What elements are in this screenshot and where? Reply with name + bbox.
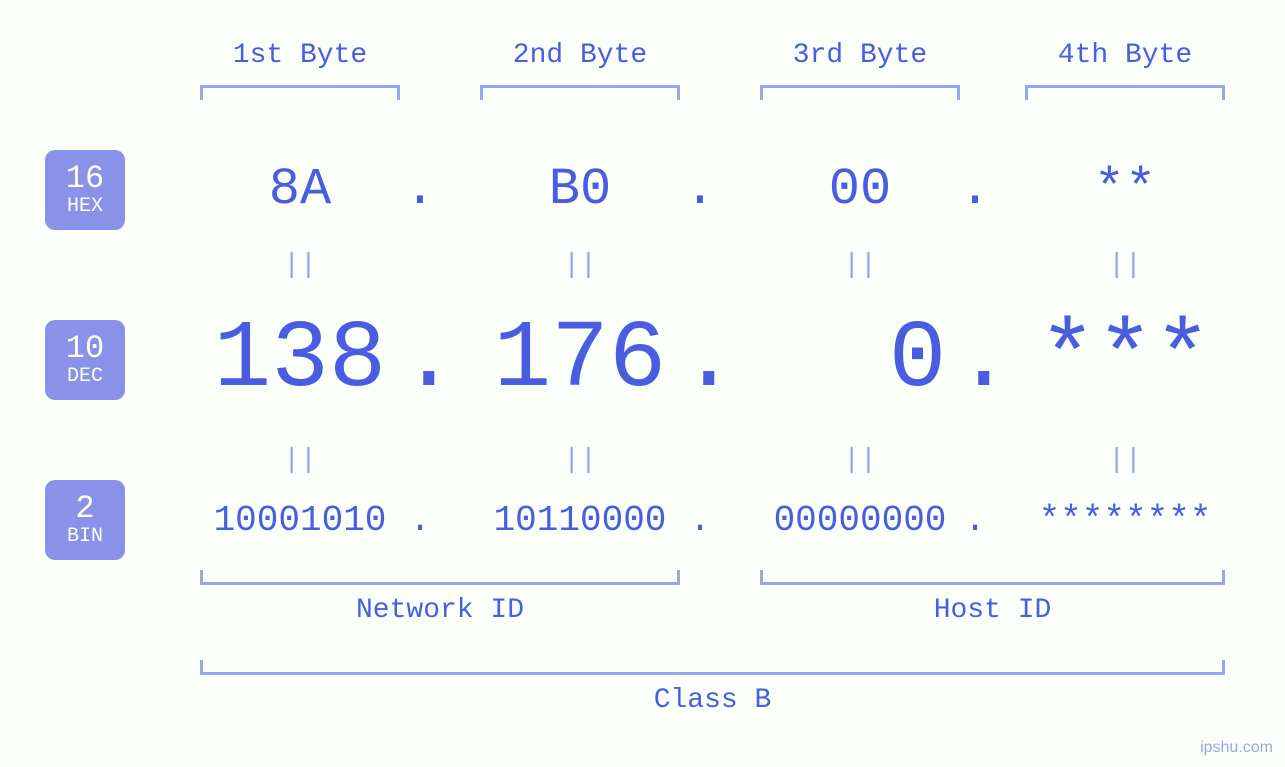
watermark: ipshu.com [1200,739,1273,757]
equals-sign: || [1105,445,1145,476]
hex-byte-3: 00 [750,160,970,219]
hex-sep-3: . [955,160,995,219]
dec-byte-3: 0 [730,305,990,414]
base-badge-label: HEX [67,197,103,217]
byte-bracket-top-1 [200,85,400,100]
base-badge-num: 2 [75,493,94,525]
bin-byte-1: 10001010 [170,500,430,541]
bracket-host-id [760,570,1225,585]
equals-sign: || [280,445,320,476]
equals-sign: || [560,250,600,281]
bracket-network-id [200,570,680,585]
dec-byte-1: 138 [170,305,430,414]
byte-bracket-top-3 [760,85,960,100]
hex-byte-4: ** [1015,160,1235,219]
bin-sep-2: . [680,500,720,541]
label-class-b: Class B [200,685,1225,716]
hex-sep-1: . [400,160,440,219]
equals-sign: || [1105,250,1145,281]
byte-bracket-top-4 [1025,85,1225,100]
dec-sep-1: . [400,305,440,414]
base-badge-num: 10 [66,333,104,365]
base-badge-label: DEC [67,367,103,387]
dec-byte-2: 176 [450,305,710,414]
equals-sign: || [280,250,320,281]
equals-sign: || [840,445,880,476]
bin-byte-3: 00000000 [730,500,990,541]
base-badge-dec: 10DEC [45,320,125,400]
dec-sep-2: . [680,305,720,414]
base-badge-num: 16 [66,163,104,195]
dec-byte-4: *** [995,305,1255,414]
byte-header-3: 3rd Byte [750,40,970,71]
hex-byte-1: 8A [190,160,410,219]
hex-byte-2: B0 [470,160,690,219]
equals-sign: || [560,445,600,476]
byte-header-1: 1st Byte [190,40,410,71]
bin-sep-3: . [955,500,995,541]
ip-diagram: 1st Byte 2nd Byte 3rd Byte 4th Byte 16HEX 10… [0,0,1285,767]
dec-sep-3: . [955,305,995,414]
label-host-id: Host ID [760,595,1225,626]
bin-byte-4: ******** [995,500,1255,541]
label-network-id: Network ID [200,595,680,626]
bin-sep-1: . [400,500,440,541]
base-badge-hex: 16HEX [45,150,125,230]
base-badge-label: BIN [67,527,103,547]
bin-byte-2: 10110000 [450,500,710,541]
byte-header-4: 4th Byte [1015,40,1235,71]
byte-header-2: 2nd Byte [470,40,690,71]
hex-sep-2: . [680,160,720,219]
equals-sign: || [840,250,880,281]
bracket-class-b [200,660,1225,675]
base-badge-bin: 2BIN [45,480,125,560]
byte-bracket-top-2 [480,85,680,100]
